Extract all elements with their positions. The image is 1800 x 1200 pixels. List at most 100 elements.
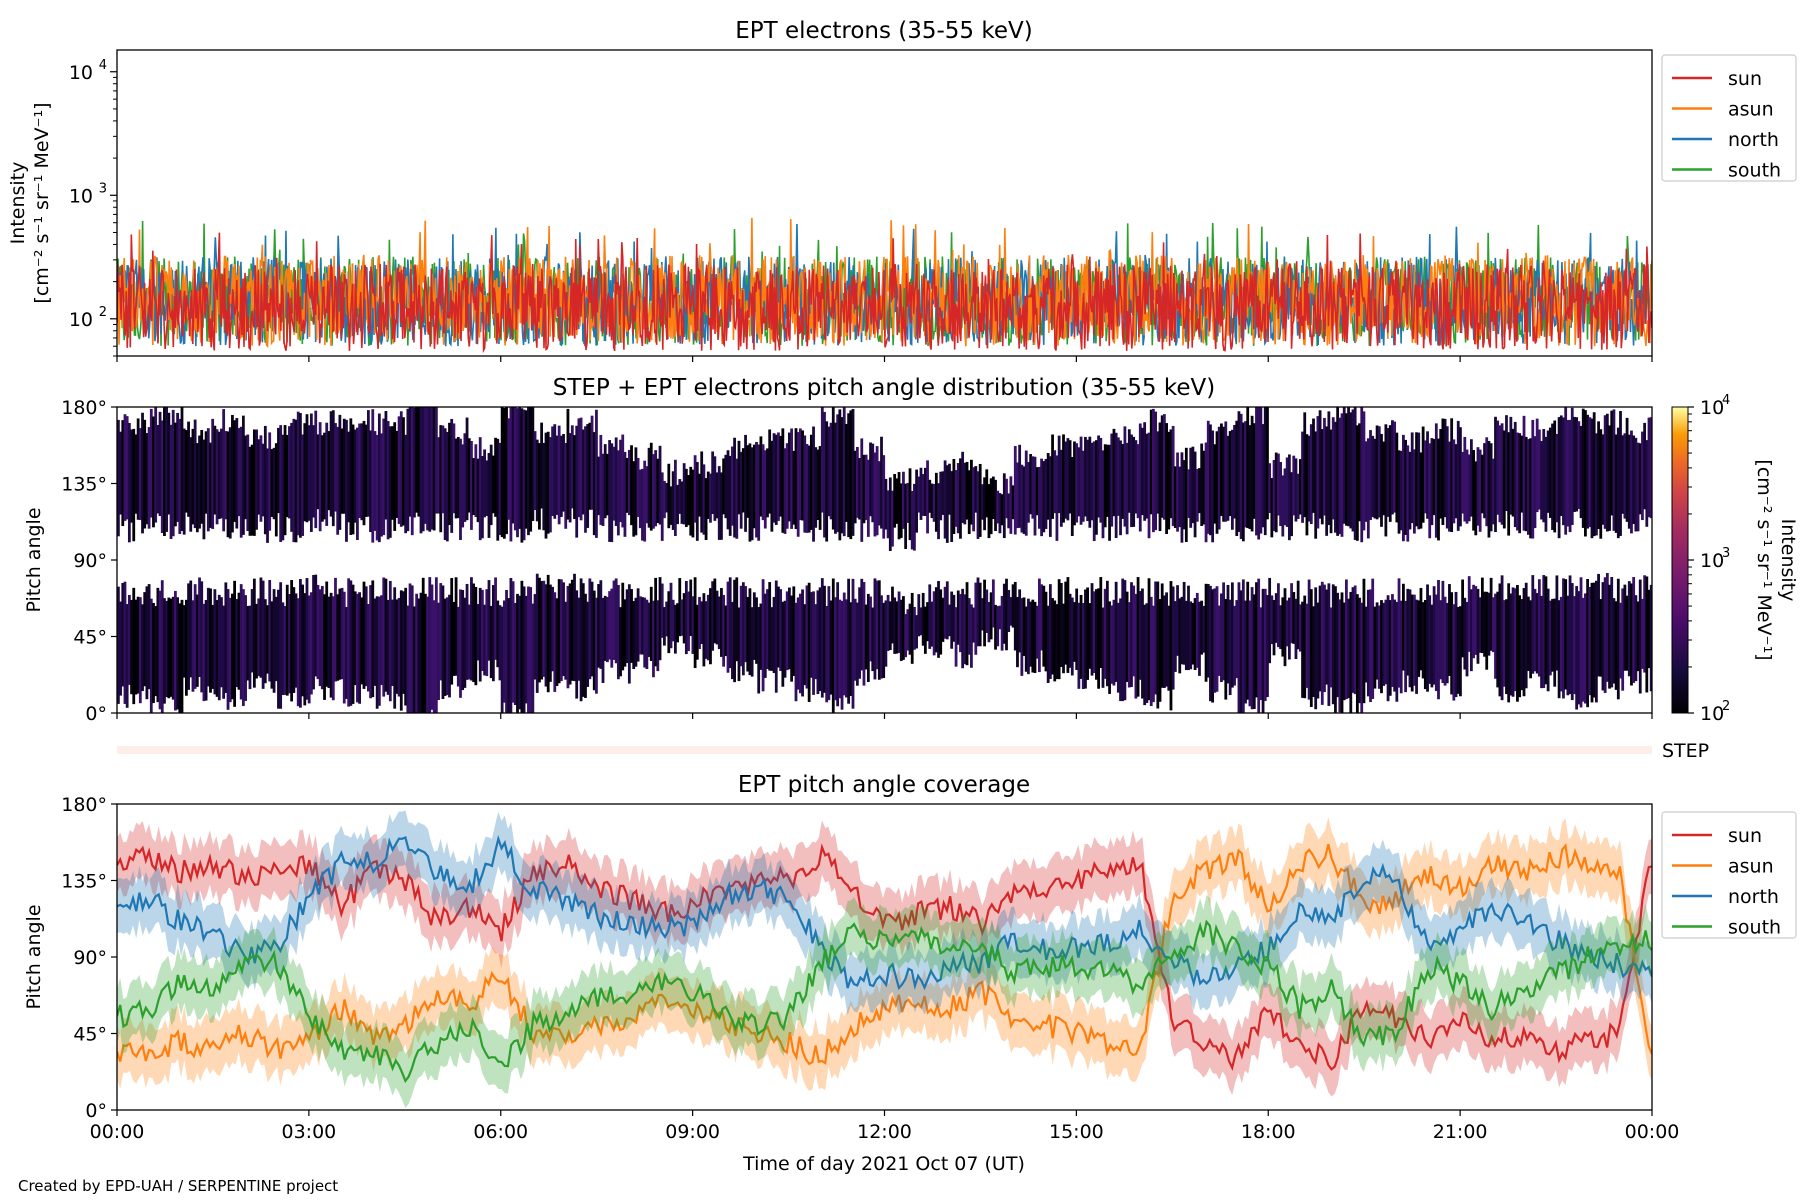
pad-cell bbox=[673, 604, 677, 654]
pad-cell bbox=[845, 599, 848, 698]
coverage-line-asun bbox=[117, 842, 1652, 1066]
pad-cell bbox=[566, 585, 570, 689]
coverage-xtick-label: 00:00 bbox=[1625, 1121, 1680, 1143]
pad-cell bbox=[1112, 428, 1116, 517]
pad-cell bbox=[886, 594, 890, 651]
pad-cell bbox=[301, 584, 304, 697]
pad-cell bbox=[1399, 450, 1403, 531]
pad-cell bbox=[1465, 602, 1469, 677]
pad-cell bbox=[1121, 443, 1125, 519]
coverage-xtick-label: 09:00 bbox=[665, 1121, 720, 1143]
pad-cell bbox=[1500, 575, 1504, 701]
pad-cell bbox=[897, 591, 901, 653]
pad-cell bbox=[1419, 452, 1423, 529]
pad-cell bbox=[224, 582, 228, 693]
pad-cell bbox=[191, 428, 195, 525]
pad-cell bbox=[235, 418, 239, 529]
pad-cell bbox=[603, 444, 607, 519]
pad-cell bbox=[575, 425, 579, 538]
pad-cell bbox=[470, 440, 473, 530]
pad-cell bbox=[489, 444, 493, 526]
pad-cell bbox=[902, 471, 905, 529]
pad-cell bbox=[318, 422, 322, 532]
pad-cell bbox=[902, 596, 905, 660]
pad-cell bbox=[1575, 586, 1579, 710]
pad-cell bbox=[1149, 596, 1153, 707]
pad-cell bbox=[557, 579, 561, 684]
pad-cell bbox=[827, 586, 831, 701]
pad-cell bbox=[1077, 602, 1081, 689]
pad-cell bbox=[1002, 583, 1006, 644]
pad-cell bbox=[965, 582, 969, 666]
pad-cell bbox=[292, 587, 296, 693]
pad-cell bbox=[327, 596, 331, 689]
pad-cell bbox=[816, 449, 820, 521]
pad-cell bbox=[904, 614, 908, 658]
pad-cell bbox=[1505, 599, 1508, 695]
pad-cell bbox=[246, 605, 250, 681]
pad-cell bbox=[733, 437, 736, 538]
pad-cell bbox=[250, 589, 254, 673]
pad-cell bbox=[1103, 588, 1107, 679]
pad-cell bbox=[1298, 459, 1302, 515]
pad-cell bbox=[121, 582, 125, 687]
pad-cell bbox=[1255, 582, 1258, 698]
pad-cell bbox=[1371, 435, 1375, 518]
pad-cell bbox=[991, 476, 995, 520]
pad-cell bbox=[967, 598, 971, 655]
pad-cell bbox=[1562, 417, 1565, 526]
pad-cell bbox=[408, 407, 412, 517]
pad-cell bbox=[584, 593, 587, 698]
pad-cell bbox=[1152, 605, 1155, 703]
pad-cell bbox=[134, 434, 138, 514]
pad-cell bbox=[1423, 440, 1427, 514]
pad-cell bbox=[553, 592, 557, 692]
pad-cell bbox=[182, 428, 186, 535]
pad-cell bbox=[1165, 423, 1168, 535]
pad-cell bbox=[1305, 603, 1309, 688]
pad-cell bbox=[158, 411, 162, 517]
pad-cell bbox=[399, 411, 403, 527]
colorbar-tick-label: 10 bbox=[1700, 703, 1724, 725]
pad-cell bbox=[551, 586, 554, 672]
pad-cell bbox=[1480, 577, 1484, 654]
pad-cell bbox=[1391, 420, 1394, 515]
pad-cell bbox=[1160, 415, 1164, 518]
pad-cell bbox=[1000, 494, 1004, 526]
pad-cell bbox=[803, 604, 807, 686]
pad-cell bbox=[994, 479, 997, 532]
pad-cell bbox=[739, 451, 743, 529]
pad-cell bbox=[994, 604, 997, 650]
pad-cell bbox=[1603, 415, 1607, 529]
pad-cell bbox=[441, 585, 445, 700]
pad-cell bbox=[415, 407, 419, 513]
pad-cell bbox=[682, 593, 686, 644]
pad-cell bbox=[1088, 603, 1092, 669]
pad-cell bbox=[1070, 456, 1074, 536]
pad-cell bbox=[706, 594, 710, 661]
pad-cell bbox=[869, 596, 872, 662]
pad-cell bbox=[215, 429, 219, 525]
pad-cell bbox=[866, 593, 870, 682]
pad-cell bbox=[198, 577, 201, 677]
pad-cell bbox=[741, 448, 745, 513]
pad-cell bbox=[1042, 585, 1046, 667]
pad-cell bbox=[831, 578, 835, 713]
pad-cell bbox=[1445, 602, 1449, 684]
pad-cell bbox=[1079, 594, 1083, 679]
pad-cell bbox=[356, 427, 359, 540]
pad-cell bbox=[127, 422, 131, 543]
pad-cell bbox=[1303, 595, 1307, 699]
pad-cell bbox=[1044, 591, 1048, 672]
pad-cell bbox=[1369, 430, 1372, 521]
pad-cell bbox=[1141, 427, 1144, 516]
pad-cell bbox=[930, 601, 934, 647]
pad-cell bbox=[531, 407, 535, 521]
pad-cell bbox=[513, 407, 517, 531]
pad-cell bbox=[792, 586, 796, 676]
pad-cell bbox=[1027, 598, 1030, 675]
pad-cell bbox=[1540, 440, 1543, 520]
pad-cell bbox=[1090, 583, 1094, 676]
pad-cell bbox=[145, 586, 149, 700]
pad-cell bbox=[656, 600, 660, 672]
